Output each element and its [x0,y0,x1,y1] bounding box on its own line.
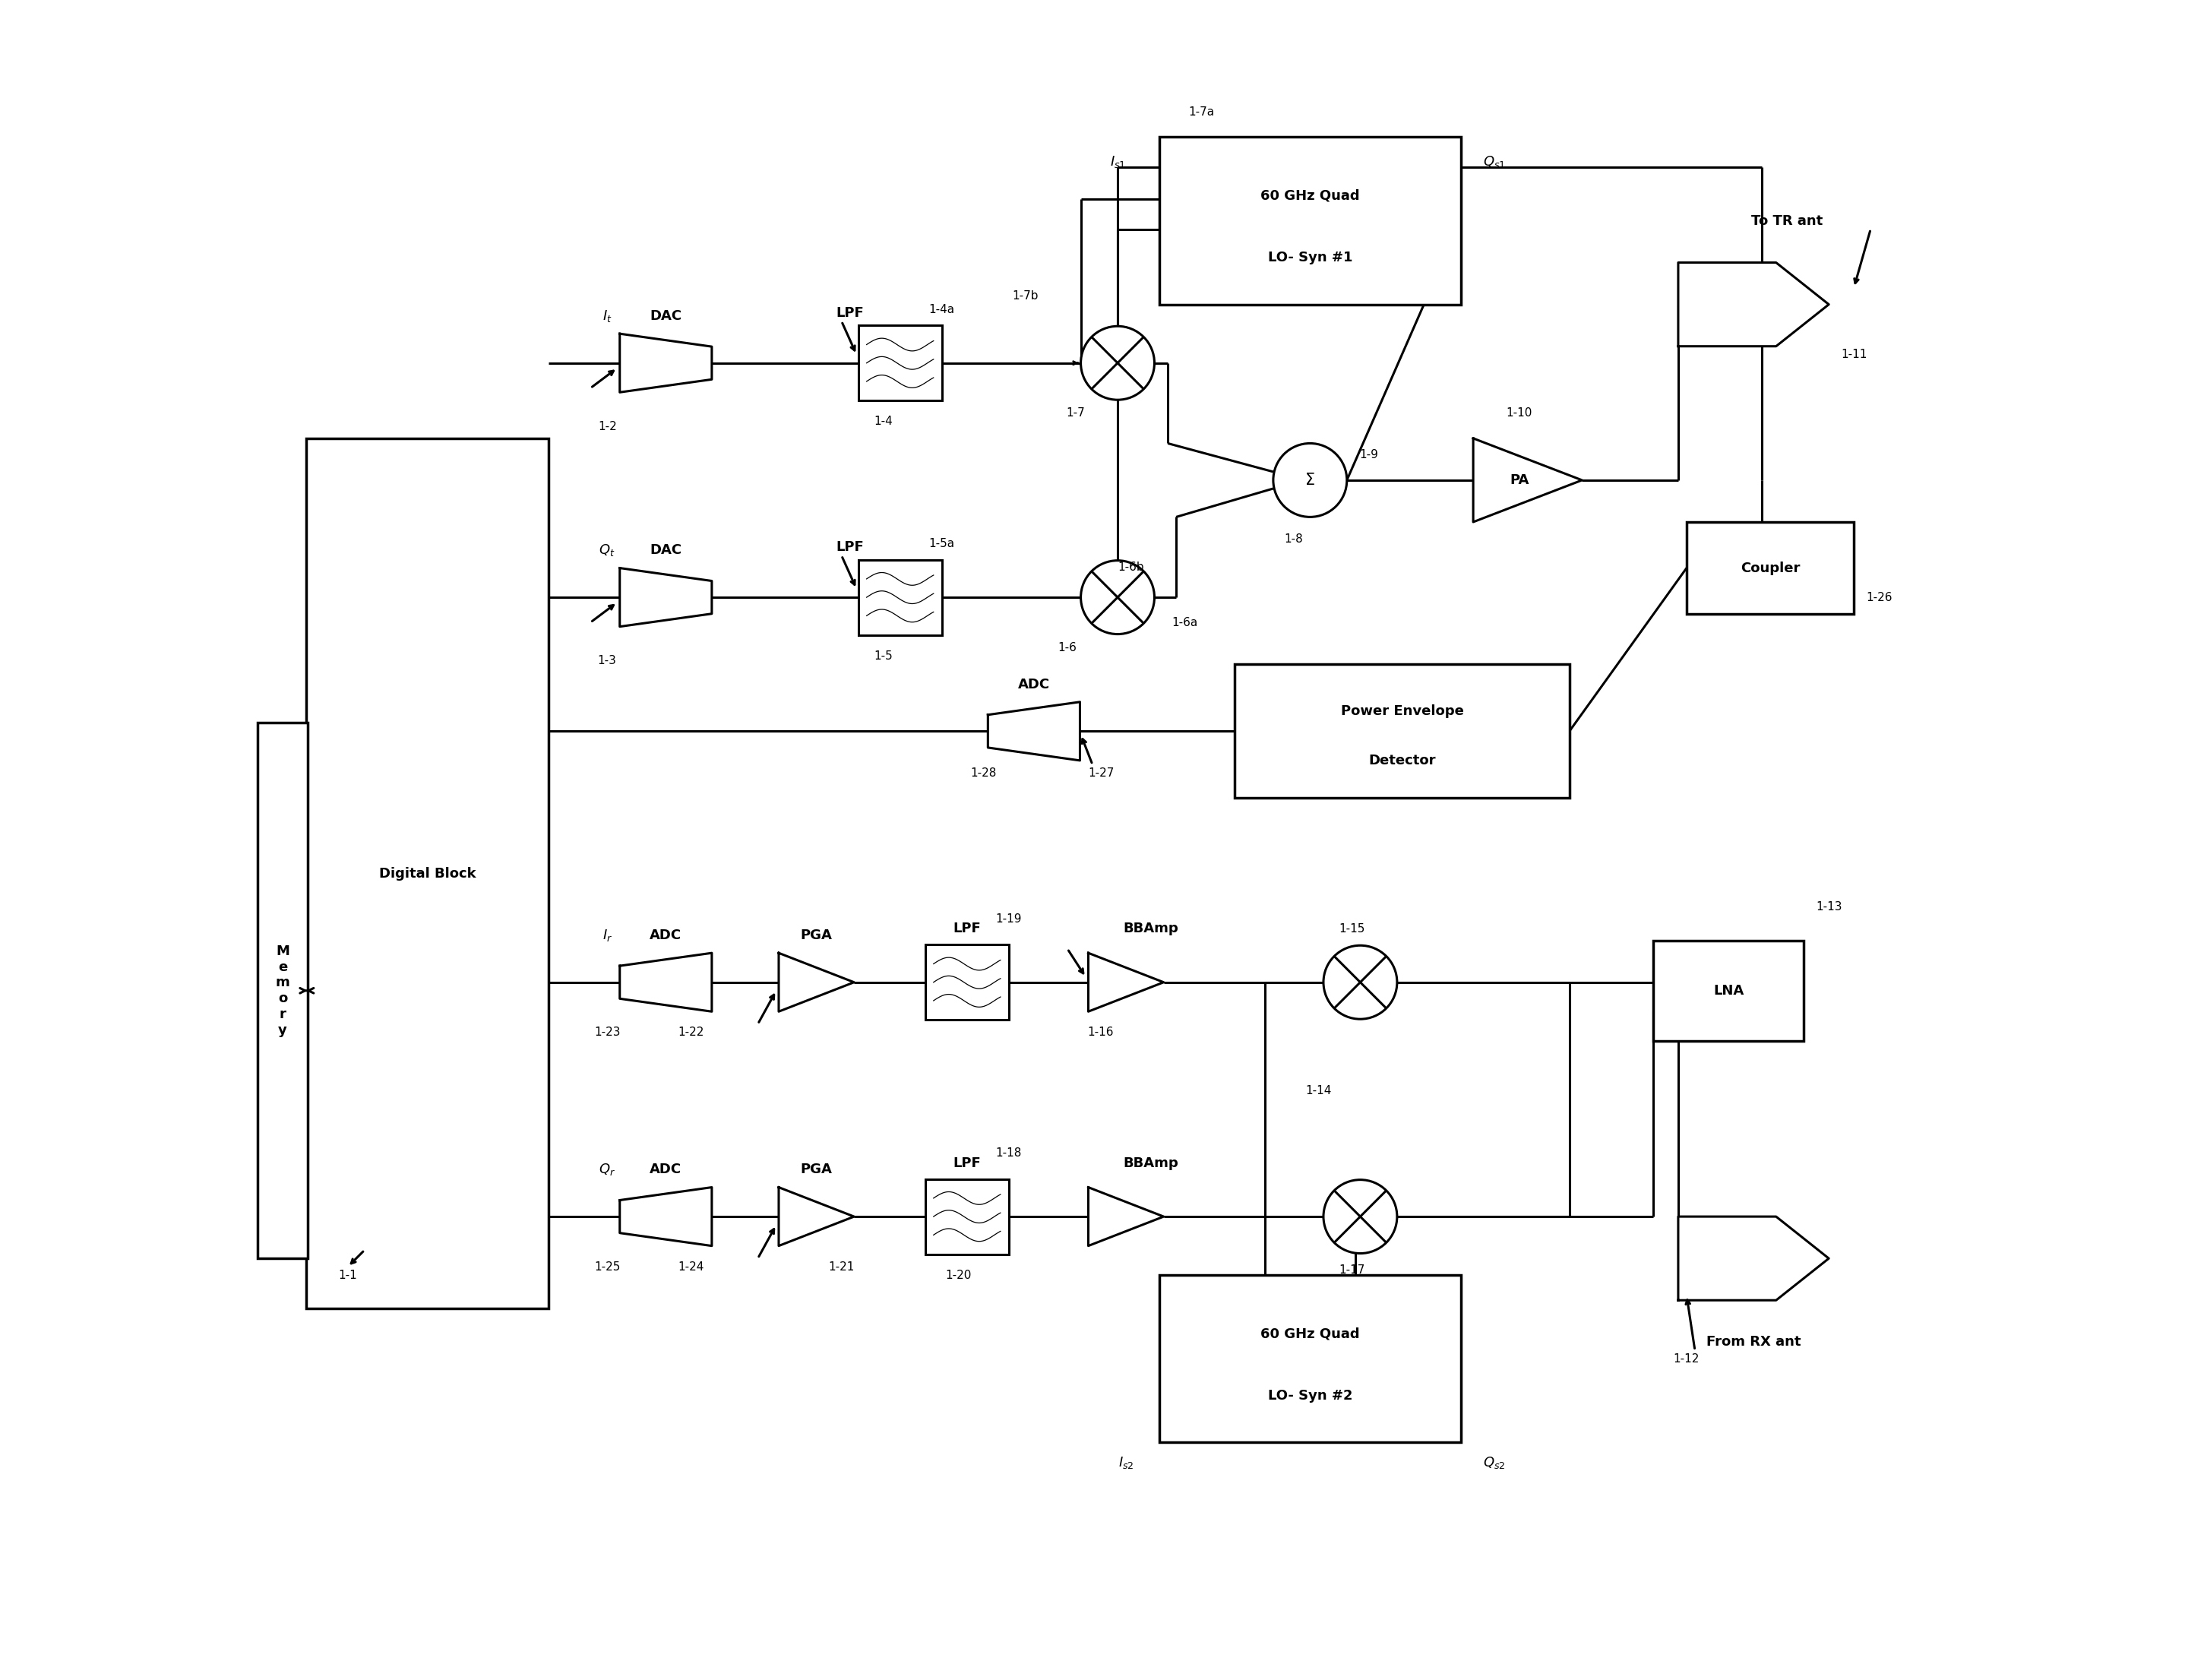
Circle shape [1274,444,1346,517]
Bar [306,438,548,1309]
Circle shape [1324,1179,1396,1253]
Text: $Q_{s2}$: $Q_{s2}$ [1484,1455,1505,1470]
Bar [1687,522,1853,615]
Text: 1-11: 1-11 [1840,349,1866,360]
Bar [859,559,942,635]
Text: PA: PA [1510,474,1530,487]
Polygon shape [1088,953,1165,1011]
Text: 1-5: 1-5 [874,650,894,662]
Text: Digital Block: Digital Block [378,867,476,880]
Text: 1-26: 1-26 [1866,591,1892,603]
Text: $I_r$: $I_r$ [603,927,612,942]
Polygon shape [621,568,712,627]
Text: 1-4a: 1-4a [929,304,955,316]
Text: 1-21: 1-21 [828,1262,854,1272]
Text: 1-17: 1-17 [1339,1265,1366,1275]
Text: 1-19: 1-19 [996,912,1023,924]
Polygon shape [621,953,712,1011]
Polygon shape [778,953,854,1011]
Text: 1-22: 1-22 [677,1026,704,1038]
Text: PGA: PGA [800,929,832,942]
Text: $I_{s2}$: $I_{s2}$ [1119,1455,1134,1470]
Text: BBAmp: BBAmp [1123,922,1178,936]
Polygon shape [1088,1188,1165,1247]
Text: 1-24: 1-24 [677,1262,704,1272]
Text: LPF: LPF [837,306,863,319]
Polygon shape [1473,438,1582,522]
Text: PGA: PGA [800,1163,832,1176]
Text: BBAmp: BBAmp [1123,1156,1178,1169]
Text: ADC: ADC [649,1163,682,1176]
Text: $I_{s1}$: $I_{s1}$ [1110,155,1125,170]
Text: M
e
m
o
r
y: M e m o r y [275,944,291,1037]
Text: Power Envelope: Power Envelope [1342,704,1464,717]
Circle shape [1324,946,1396,1020]
Text: LNA: LNA [1713,984,1744,998]
Bar [859,326,942,400]
Text: ADC: ADC [1018,677,1051,690]
Text: 60 GHz Quad: 60 GHz Quad [1261,1327,1359,1341]
Text: 1-5a: 1-5a [929,538,955,549]
Text: 1-12: 1-12 [1674,1352,1700,1364]
Text: $Q_{s1}$: $Q_{s1}$ [1484,155,1505,170]
Text: 60 GHz Quad: 60 GHz Quad [1261,188,1359,203]
Text: LPF: LPF [953,1156,981,1169]
Bar [1160,138,1460,304]
Text: 1-8: 1-8 [1285,533,1302,544]
Text: 1-7: 1-7 [1066,408,1086,418]
Text: 1-15: 1-15 [1339,922,1366,934]
Text: 1-4: 1-4 [874,417,894,427]
Text: 1-6a: 1-6a [1171,617,1197,628]
Polygon shape [621,334,712,393]
Bar [1160,1275,1460,1443]
Text: To TR ant: To TR ant [1750,213,1822,227]
Text: $\Sigma$: $\Sigma$ [1304,472,1315,487]
Polygon shape [1678,1216,1829,1300]
Text: 1-13: 1-13 [1816,900,1842,912]
Text: 1-20: 1-20 [946,1270,972,1280]
Text: 1-28: 1-28 [970,768,996,780]
Text: 1-23: 1-23 [594,1026,621,1038]
Text: 1-16: 1-16 [1088,1026,1114,1038]
Bar [258,722,308,1258]
Text: $Q_r$: $Q_r$ [599,1163,616,1178]
Text: 1-3: 1-3 [599,655,616,667]
Text: 1-2: 1-2 [599,422,616,432]
Text: Coupler: Coupler [1741,561,1800,575]
Polygon shape [621,1188,712,1247]
Text: $I_t$: $I_t$ [603,309,612,324]
Text: 1-7b: 1-7b [1012,291,1038,302]
Bar [924,944,1009,1020]
Text: Detector: Detector [1368,754,1436,768]
Text: From RX ant: From RX ant [1706,1336,1800,1349]
Bar [924,1179,1009,1255]
Circle shape [1082,326,1154,400]
Text: 1-27: 1-27 [1088,768,1114,780]
Text: DAC: DAC [649,544,682,558]
Text: 1-6: 1-6 [1058,642,1077,654]
Text: $Q_t$: $Q_t$ [599,543,616,558]
Text: 1-18: 1-18 [996,1147,1023,1159]
Circle shape [1082,561,1154,633]
Text: DAC: DAC [649,309,682,323]
Polygon shape [1678,262,1829,346]
Text: LPF: LPF [953,922,981,936]
Text: 1-14: 1-14 [1304,1085,1331,1097]
Text: ADC: ADC [649,929,682,942]
Text: 1-9: 1-9 [1359,449,1379,460]
Text: LPF: LPF [837,541,863,554]
Text: LO- Syn #1: LO- Syn #1 [1267,250,1353,264]
Text: 1-25: 1-25 [594,1262,621,1272]
Text: 1-7a: 1-7a [1189,106,1215,118]
Bar [1235,664,1569,798]
Text: 1-10: 1-10 [1505,408,1532,418]
Bar [1654,941,1803,1042]
Text: LO- Syn #2: LO- Syn #2 [1267,1389,1353,1403]
Text: 1-1: 1-1 [339,1270,356,1280]
Text: 1-6b: 1-6b [1119,561,1145,573]
Polygon shape [778,1188,854,1247]
Polygon shape [988,702,1079,761]
